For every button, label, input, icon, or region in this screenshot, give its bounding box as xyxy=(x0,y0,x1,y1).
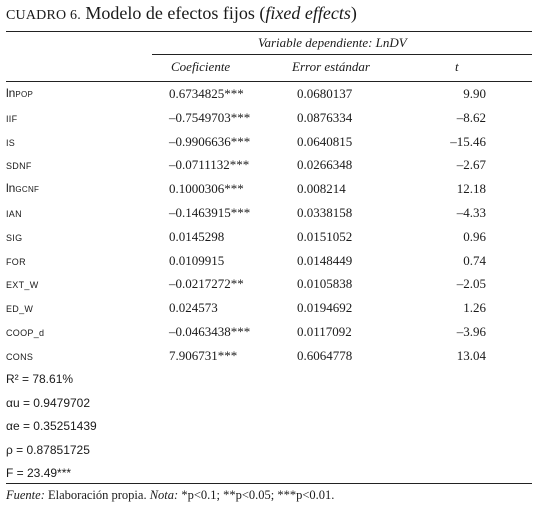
table-note: Fuente: Elaboración propia. Nota: *p<0.1… xyxy=(6,488,334,503)
table-label: CUADRO 6. xyxy=(6,8,81,23)
table-row: SIG 0.0145298 0.0151052 0.96 xyxy=(0,227,539,250)
top-rule xyxy=(6,31,532,33)
standard-error-value: 0.0680137 xyxy=(297,86,353,101)
table-row: IAN –0.1463915*** 0.0338158 –4.33 xyxy=(0,203,539,226)
t-value: 9.90 xyxy=(463,86,486,101)
dependent-variable-header: Variable dependiente: LnDV xyxy=(258,35,407,50)
note-text: *p<0.1; **p<0.05; ***p<0.01. xyxy=(178,488,335,502)
table-row: EXT_W –0.0217272** 0.0105838 –2.05 xyxy=(0,274,539,297)
coefficient-value: 0.6734825*** xyxy=(169,86,244,101)
model-stat: R² = 78.61% xyxy=(6,372,74,386)
table-row: ED_W 0.024573 0.0194692 1.26 xyxy=(0,298,539,321)
coefficient-value: –0.0463438*** xyxy=(169,324,251,339)
coefficient-value: 0.1000306*** xyxy=(169,181,244,197)
dependent-variable-rule xyxy=(152,54,532,55)
column-header-t: t xyxy=(455,59,459,74)
standard-error-value: 0.0117092 xyxy=(297,324,352,339)
table-row: lnPOP 0.6734825*** 0.0680137 9.90 xyxy=(0,84,539,107)
standard-error-value: 0.0640815 xyxy=(297,133,353,149)
table-row: lnGCNF 0.1000306*** 0.008214 12.18 xyxy=(0,179,539,202)
coefficient-value: 0.024573 xyxy=(169,300,218,316)
standard-error-value: 0.008214 xyxy=(297,181,346,197)
coefficient-value: 0.0145298 xyxy=(169,228,225,244)
standard-error-value: 0.0151052 xyxy=(297,228,353,244)
standard-error-value: 0.0876334 xyxy=(297,109,353,125)
table-row: IIF –0.7549703*** 0.0876334 –8.62 xyxy=(0,108,539,131)
t-value: –15.46 xyxy=(450,133,486,149)
t-value: –4.33 xyxy=(456,205,486,220)
note-label: Nota: xyxy=(149,488,179,502)
standard-error-value: 0.0338158 xyxy=(297,205,353,220)
t-value: 12.18 xyxy=(456,181,486,197)
variable-name: EXT_W xyxy=(6,280,39,291)
table-row: COOP_d –0.0463438*** 0.0117092 –3.96 xyxy=(0,322,539,345)
variable-name: FOR xyxy=(6,256,26,267)
variable-name: SIG xyxy=(6,232,23,243)
table-row: FOR 0.0109915 0.0148449 0.74 xyxy=(0,251,539,274)
t-value: 0.74 xyxy=(463,252,486,268)
t-value: –2.67 xyxy=(456,157,486,173)
source-label: Fuente: xyxy=(6,488,45,502)
standard-error-value: 0.6064778 xyxy=(297,347,353,363)
t-value: –2.05 xyxy=(456,276,486,292)
source-text: Elaboración propia. xyxy=(44,488,150,502)
bottom-rule xyxy=(6,483,532,485)
variable-name: IIF xyxy=(6,113,18,124)
standard-error-value: 0.0266348 xyxy=(297,157,353,173)
coefficient-value: –0.1463915*** xyxy=(169,205,251,220)
variable-name: CONS xyxy=(6,351,34,362)
model-stat: αe = 0.35251439 xyxy=(6,419,97,434)
column-header-coeficiente: Coeficiente xyxy=(171,59,231,74)
t-value: 13.04 xyxy=(456,347,486,363)
standard-error-value: 0.0148449 xyxy=(297,252,353,268)
model-stat: αu = 0.9479702 xyxy=(6,395,91,410)
header-rule xyxy=(6,81,532,82)
t-value: –3.96 xyxy=(456,324,486,339)
model-stat: F = 23.49*** xyxy=(6,466,72,481)
title-end: ) xyxy=(350,3,357,23)
coefficient-value: –0.7549703*** xyxy=(169,109,251,125)
standard-error-value: 0.0105838 xyxy=(297,276,353,292)
variable-name: IS xyxy=(6,137,16,148)
table-title: CUADRO 6. Modelo de efectos fijos (fixed… xyxy=(6,3,357,24)
table-row: IS –0.9906636*** 0.0640815 –15.46 xyxy=(0,132,539,155)
variable-name: lnPOP xyxy=(6,86,34,100)
variable-name: COOP_d xyxy=(6,328,45,338)
title-italic: fixed effects xyxy=(265,3,351,23)
table-row: SDNF –0.0711132*** 0.0266348 –2.67 xyxy=(0,155,539,178)
table-row: CONS 7.906731*** 0.6064778 13.04 xyxy=(0,346,539,369)
standard-error-value: 0.0194692 xyxy=(297,300,353,316)
t-value: 0.96 xyxy=(463,228,486,244)
coefficient-value: 7.906731*** xyxy=(169,347,238,363)
model-stat: ρ = 0.87851725 xyxy=(6,442,90,457)
coefficient-value: –0.0217272** xyxy=(169,276,244,292)
t-value: 1.26 xyxy=(463,300,486,316)
coefficient-value: –0.0711132*** xyxy=(169,157,250,173)
title-text: Modelo de efectos fijos ( xyxy=(85,3,266,23)
coefficient-value: 0.0109915 xyxy=(169,252,225,268)
variable-name: ED_W xyxy=(6,304,34,315)
coefficient-value: –0.9906636*** xyxy=(169,133,251,149)
variable-name: SDNF xyxy=(6,161,32,172)
variable-name: IAN xyxy=(6,209,22,219)
t-value: –8.62 xyxy=(456,109,486,125)
variable-name: lnGCNF xyxy=(6,181,40,196)
column-header-error: Error estándar xyxy=(292,59,370,74)
